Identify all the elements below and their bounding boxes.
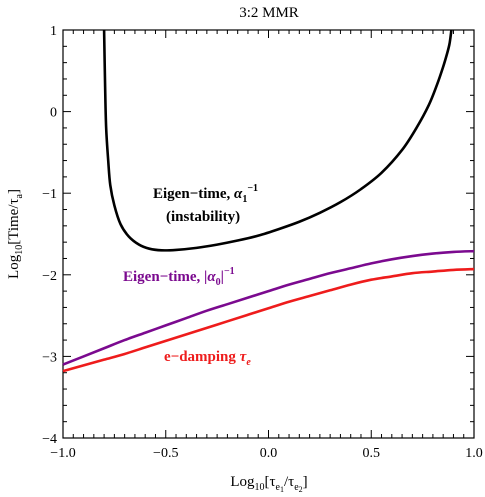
x-tick-label: 0.5: [363, 446, 381, 461]
y-tick-label: −4: [42, 432, 57, 447]
series-line-alpha0: [62, 249, 475, 366]
plot-frame: [62, 29, 475, 439]
x-tick-label: 0.0: [260, 446, 278, 461]
annotation-alpha0-eigen-time: Eigen−time, |α0|−1: [123, 266, 235, 288]
x-axis-title: Log10[τe1/τe2]: [230, 474, 307, 494]
annotation-instability-eigen-time: Eigen−time, α1−1: [153, 183, 258, 205]
y-tick-label: −3: [42, 350, 57, 365]
y-axis-title: Log10[Time/τa]: [6, 189, 25, 279]
y-axis-ticks: −4 −3 −2 −1 0 1: [42, 24, 474, 447]
y-tick-label: −2: [42, 269, 57, 284]
chart-title: 3:2 MMR: [239, 5, 299, 21]
x-axis-ticks: −1.0 −0.5 0.0 0.5 1.0: [50, 30, 483, 461]
annotation-e-damping: e−damping τe: [164, 349, 251, 368]
series-line-instability: [102, 29, 453, 252]
y-tick-label: −1: [42, 187, 57, 202]
x-tick-label: −0.5: [153, 446, 178, 461]
x-tick-label: −1.0: [50, 446, 75, 461]
x-tick-label: 1.0: [465, 446, 483, 461]
series-layer: [62, 29, 475, 373]
series-line-e-damping: [62, 267, 475, 373]
y-tick-label: 0: [50, 106, 57, 121]
y-tick-label: 1: [50, 24, 57, 39]
annotation-instability-label: (instability): [166, 209, 240, 225]
